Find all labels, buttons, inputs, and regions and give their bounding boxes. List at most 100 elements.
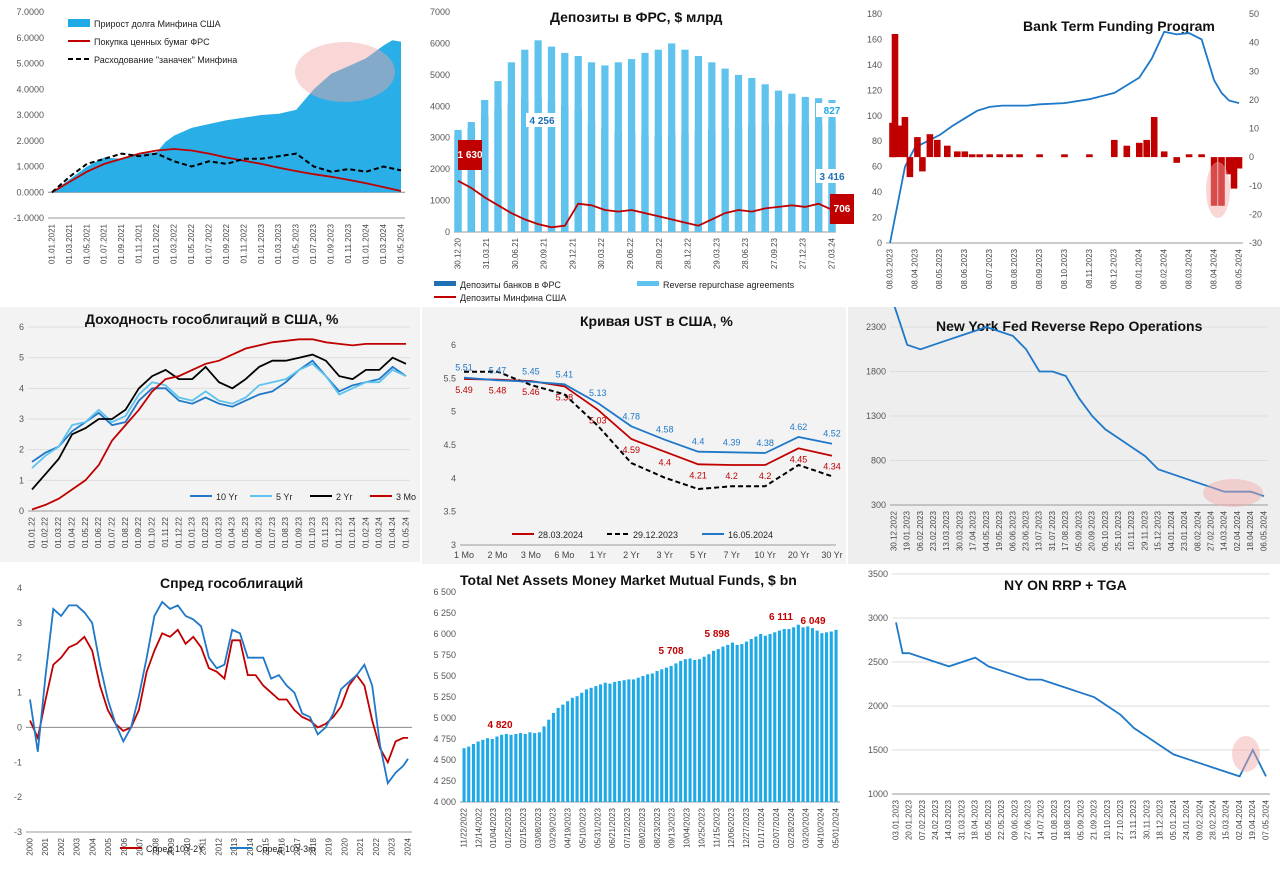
bar <box>528 732 532 802</box>
legend-label: Покупка ценных бумаг ФРС <box>94 37 210 47</box>
y-tick-label: 0 <box>19 506 24 516</box>
x-tick-label: 02.04.2024 <box>1233 510 1242 551</box>
x-tick-label: 01.10.22 <box>148 516 157 548</box>
bar <box>740 644 744 802</box>
y-tick-label: 40 <box>872 187 882 197</box>
bar <box>514 734 518 802</box>
x-tick-label: 01.03.24 <box>375 516 384 548</box>
bar <box>632 679 636 802</box>
bar <box>654 49 662 233</box>
bar <box>1016 154 1023 158</box>
x-tick-label: 27.12.23 <box>799 237 808 269</box>
x-tick-label: 03.01.2023 <box>891 799 900 840</box>
bar <box>500 734 504 802</box>
x-tick-label: 19.01.2023 <box>903 510 912 551</box>
bar <box>810 628 814 802</box>
x-tick-label: 01/17/2024 <box>757 807 766 848</box>
bar <box>1225 157 1233 175</box>
chart-spread: -3 -2 -1 0 1 2 3 4 Спред гособлигаций 2000 2001 200… <box>0 564 420 871</box>
x-tick-label: 01.11.2022 <box>239 223 248 263</box>
x-tick-label: 17.08.2023 <box>1061 510 1070 551</box>
x-tick-label: 28.02.2024 <box>1209 799 1218 840</box>
annotation-label: 706 <box>834 204 851 215</box>
x-tick-label: 01.09.2022 <box>222 223 231 264</box>
bar <box>782 629 786 802</box>
y-tick-label: 6 500 <box>433 587 456 597</box>
chart-treasury-debt: -1.0000 0.0000 1.0000 2.0000 3.0000 4.0000 5.0… <box>0 0 420 305</box>
x-tick-label: 06/21/2023 <box>608 807 617 848</box>
y-tick-label: 3 <box>17 618 22 628</box>
bar <box>481 100 489 232</box>
bar <box>792 627 796 802</box>
x-tick-label: 10.10.2023 <box>1103 799 1112 840</box>
data-label: 4.2 <box>759 471 772 481</box>
x-tick-label: 01.02.23 <box>201 516 210 548</box>
y-tick-label: 5 750 <box>433 650 456 660</box>
y2-tick-label: 30 <box>1249 66 1259 76</box>
bar <box>669 665 673 802</box>
y-tick-label: 1.0000 <box>16 162 44 172</box>
x-tick-label: 2008 <box>151 837 160 855</box>
data-label: 5.03 <box>589 416 607 426</box>
bar <box>716 649 720 802</box>
x-tick-label: 23.01.2024 <box>1180 510 1189 551</box>
bar <box>551 713 555 802</box>
legend-label: Депозиты Минфина США <box>460 293 566 303</box>
line-series <box>31 362 407 469</box>
x-tick-label: 10/25/2023 <box>697 807 706 848</box>
x-tick-label: 01.01.23 <box>188 516 197 548</box>
x-tick-label: 05.09.2023 <box>1074 510 1083 551</box>
bar <box>829 631 833 802</box>
x-tick-label: 2019 <box>325 837 334 855</box>
y-tick-label: 140 <box>867 60 882 70</box>
x-tick-label: 23.06.2023 <box>1022 510 1031 551</box>
x-tick-label: 09.06.2023 <box>1010 799 1019 840</box>
chart-reverse-repo: 300 800 1300 1800 2300 New York Fed Reverse R… <box>848 307 1280 567</box>
y2-tick-label: 0 <box>1249 152 1254 162</box>
data-label: 4.4 <box>658 458 671 468</box>
y-tick-label: 5000 <box>430 70 450 80</box>
y-tick-label: 2 <box>17 653 22 663</box>
annotation-label: 3 416 <box>819 172 844 183</box>
y-tick-label: 6 000 <box>433 629 456 639</box>
bar <box>547 719 551 802</box>
y-tick-label: 0.0000 <box>16 187 44 197</box>
x-tick-label: 08.01.2024 <box>1135 248 1144 289</box>
legend-label: 16.05.2024 <box>728 530 773 540</box>
bar <box>584 689 588 802</box>
x-tick-label: 01.03.23 <box>214 516 223 548</box>
x-tick-label: 01.07.23 <box>268 516 277 548</box>
data-label: 5.41 <box>556 369 574 379</box>
chart-btfp: 0 20 40 60 80 100 120 140 160 180 -30 -20 -10 0 10 20 30… <box>858 0 1280 305</box>
x-tick-label: 29.03.23 <box>712 237 721 269</box>
bar <box>471 744 475 802</box>
x-tick-label: 03/29/2023 <box>549 807 558 848</box>
x-tick-label: 04/10/2024 <box>817 807 826 848</box>
chart-fed-deposits: 0 1000 2000 3000 4000 5000 6000 7000 Депозиты в … <box>422 0 856 305</box>
x-tick-label: 24.02.2023 <box>931 799 940 840</box>
x-tick-label: 18.08.2023 <box>1063 799 1072 840</box>
x-tick-label: 08.03.2024 <box>1185 248 1194 289</box>
bar <box>601 65 609 233</box>
bar <box>1111 139 1118 158</box>
bar <box>1218 157 1225 206</box>
x-tick-label: 01.12.22 <box>174 516 183 548</box>
x-tick-label: 27.10.2023 <box>1116 799 1125 840</box>
x-tick-label: 14.03.2023 <box>944 799 953 840</box>
x-tick-label: 01.01.22 <box>27 516 36 548</box>
y-tick-label: 2500 <box>868 657 888 667</box>
y-tick-label: 4 <box>19 383 24 393</box>
y2-tick-label: -20 <box>1249 209 1262 219</box>
x-tick-label: 07.02.2023 <box>918 799 927 840</box>
bar <box>891 34 899 158</box>
y-tick-label: 3000 <box>868 613 888 623</box>
x-tick-label: 05.05.2023 <box>984 799 993 840</box>
x-tick-label: 2 Mo <box>487 550 507 560</box>
x-tick-label: 06.10.2023 <box>1101 510 1110 551</box>
annotation-label: 4 820 <box>487 720 512 731</box>
x-tick-label: 08.03.2023 <box>885 248 894 289</box>
highlight-ellipse <box>295 42 395 102</box>
x-tick-label: 6 Mo <box>554 550 574 560</box>
x-tick-label: 2003 <box>73 837 82 855</box>
